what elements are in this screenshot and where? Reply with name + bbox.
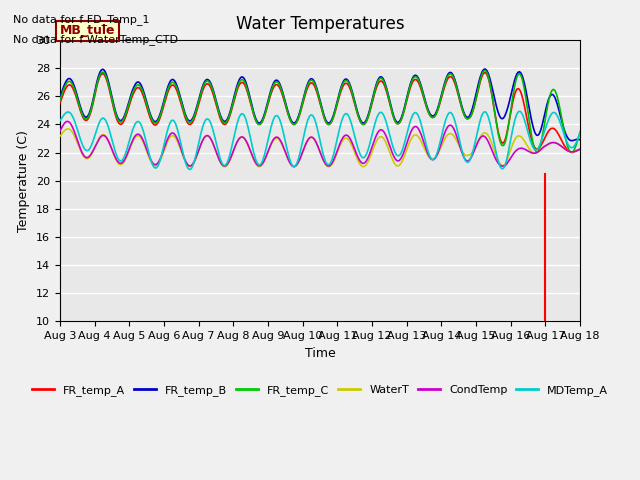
Text: MB_tule: MB_tule bbox=[60, 24, 115, 37]
Y-axis label: Temperature (C): Temperature (C) bbox=[17, 130, 30, 232]
X-axis label: Time: Time bbox=[305, 347, 335, 360]
Legend: FR_temp_A, FR_temp_B, FR_temp_C, WaterT, CondTemp, MDTemp_A: FR_temp_A, FR_temp_B, FR_temp_C, WaterT,… bbox=[27, 380, 613, 400]
Text: No data for f FD_Temp_1: No data for f FD_Temp_1 bbox=[13, 14, 149, 25]
Text: No data for f WaterTemp_CTD: No data for f WaterTemp_CTD bbox=[13, 34, 178, 45]
Title: Water Temperatures: Water Temperatures bbox=[236, 15, 404, 33]
